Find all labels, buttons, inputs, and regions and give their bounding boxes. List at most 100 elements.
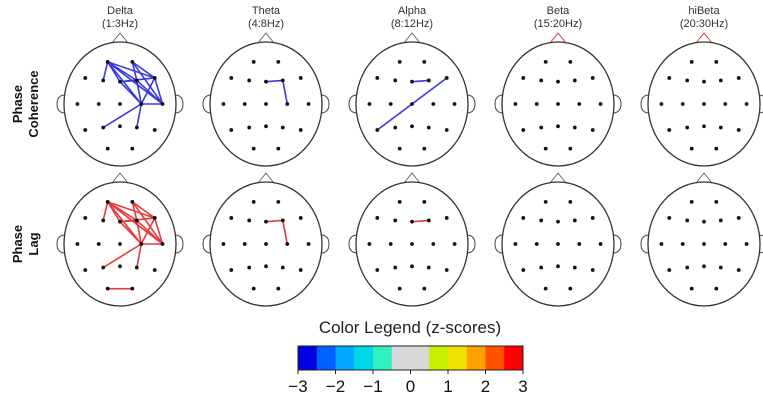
left-ear <box>641 235 648 253</box>
electrode-T6 <box>153 268 157 272</box>
left-ear <box>495 95 502 113</box>
electrode-O2 <box>422 287 426 291</box>
electrode-O2 <box>276 147 280 151</box>
electrode-P4 <box>135 126 139 130</box>
electrode-P3 <box>393 126 397 130</box>
electrode-T4 <box>453 102 457 106</box>
electrode-P3 <box>101 126 105 130</box>
electrode-F7 <box>375 216 379 220</box>
electrode-P4 <box>573 266 577 270</box>
electrode-T5 <box>83 128 87 132</box>
electrode-T6 <box>153 128 157 132</box>
electrode-C3 <box>681 242 685 246</box>
connection-F4-C4 <box>283 220 287 244</box>
electrode-C4 <box>723 242 727 246</box>
connection-C4-P4 <box>137 244 141 268</box>
electrode-F7 <box>83 216 87 220</box>
electrode-Fz <box>702 80 706 84</box>
electrode-O2 <box>276 287 280 291</box>
electrode-F3 <box>685 79 689 83</box>
electrode-Cz <box>556 242 560 246</box>
electrode-T4 <box>307 102 311 106</box>
electrode-O1 <box>106 147 110 151</box>
electrode-F7 <box>229 76 233 80</box>
electrode-P4 <box>719 266 723 270</box>
electrode-F4 <box>719 79 723 83</box>
electrode-Cz <box>118 242 122 246</box>
legend-ticks: −3 −2 −1 0 1 2 3 <box>288 370 527 396</box>
electrode-C3 <box>681 102 685 106</box>
electrode-T4 <box>745 242 749 246</box>
electrode-Fz <box>118 80 122 84</box>
head-map-alpha-row1 <box>349 173 475 306</box>
row-label-lag-line2: Lag <box>26 232 41 255</box>
electrode-T6 <box>591 128 595 132</box>
legend-swatch <box>354 346 373 370</box>
right-ear <box>468 95 475 113</box>
electrode-F3 <box>101 79 105 83</box>
electrode-Fp1 <box>252 200 256 204</box>
electrode-F8 <box>299 216 303 220</box>
electrode-F8 <box>737 76 741 80</box>
head-maps <box>57 33 763 306</box>
electrode-T4 <box>599 242 603 246</box>
electrode-C3 <box>97 102 101 106</box>
legend-title: Color Legend (z-scores) <box>319 318 501 337</box>
connection-Fz-F4 <box>412 80 429 81</box>
electrode-Fz <box>118 220 122 224</box>
electrode-T3 <box>222 242 226 246</box>
electrode-Fz <box>410 80 414 84</box>
left-ear <box>203 235 210 253</box>
electrode-T5 <box>375 128 379 132</box>
legend-tick-label: −3 <box>288 377 307 396</box>
electrode-F8 <box>591 76 595 80</box>
electrode-F8 <box>737 216 741 220</box>
electrode-Fp1 <box>690 200 694 204</box>
electrode-P4 <box>573 126 577 130</box>
band-name-hibeta: hiBeta <box>688 5 720 17</box>
legend-tick-label: −1 <box>363 377 382 396</box>
electrode-Cz <box>410 242 414 246</box>
right-ear <box>176 235 183 253</box>
electrode-O1 <box>544 287 548 291</box>
electrode-Cz <box>410 102 414 106</box>
electrode-T3 <box>514 102 518 106</box>
electrode-Fp1 <box>544 200 548 204</box>
electrode-P3 <box>247 266 251 270</box>
electrode-T6 <box>737 128 741 132</box>
electrode-Fz <box>556 220 560 224</box>
electrode-F7 <box>667 76 671 80</box>
legend-swatch <box>486 346 505 370</box>
electrode-C4 <box>723 102 727 106</box>
legend-tick-label: 3 <box>518 377 527 396</box>
electrode-Fz <box>702 220 706 224</box>
legend-swatch <box>448 346 467 370</box>
electrode-T5 <box>229 128 233 132</box>
electrode-Fp1 <box>690 60 694 64</box>
electrode-P4 <box>427 126 431 130</box>
electrode-T4 <box>161 102 165 106</box>
band-range-delta: (1:3Hz) <box>102 18 138 30</box>
electrode-F3 <box>685 219 689 223</box>
electrode-Fp2 <box>130 200 134 204</box>
electrode-F3 <box>539 79 543 83</box>
electrode-T6 <box>299 128 303 132</box>
electrode-C3 <box>389 102 393 106</box>
right-ear <box>614 95 621 113</box>
electrode-T5 <box>521 128 525 132</box>
connection-Fp1-F3 <box>103 202 107 221</box>
electrode-F4 <box>281 79 285 83</box>
electrode-T6 <box>299 268 303 272</box>
electrode-C4 <box>285 242 289 246</box>
electrode-Cz <box>702 242 706 246</box>
electrode-Pz <box>118 264 122 268</box>
electrode-O1 <box>398 287 402 291</box>
legend-swatch <box>373 346 392 370</box>
row-label-lag-line1: Phase <box>10 225 25 263</box>
electrode-C4 <box>285 102 289 106</box>
electrode-Fp2 <box>568 200 572 204</box>
head-map-beta-row1 <box>495 173 621 306</box>
electrode-C4 <box>577 102 581 106</box>
electrode-Fz <box>264 220 268 224</box>
connection-Fz-F4 <box>412 220 429 221</box>
